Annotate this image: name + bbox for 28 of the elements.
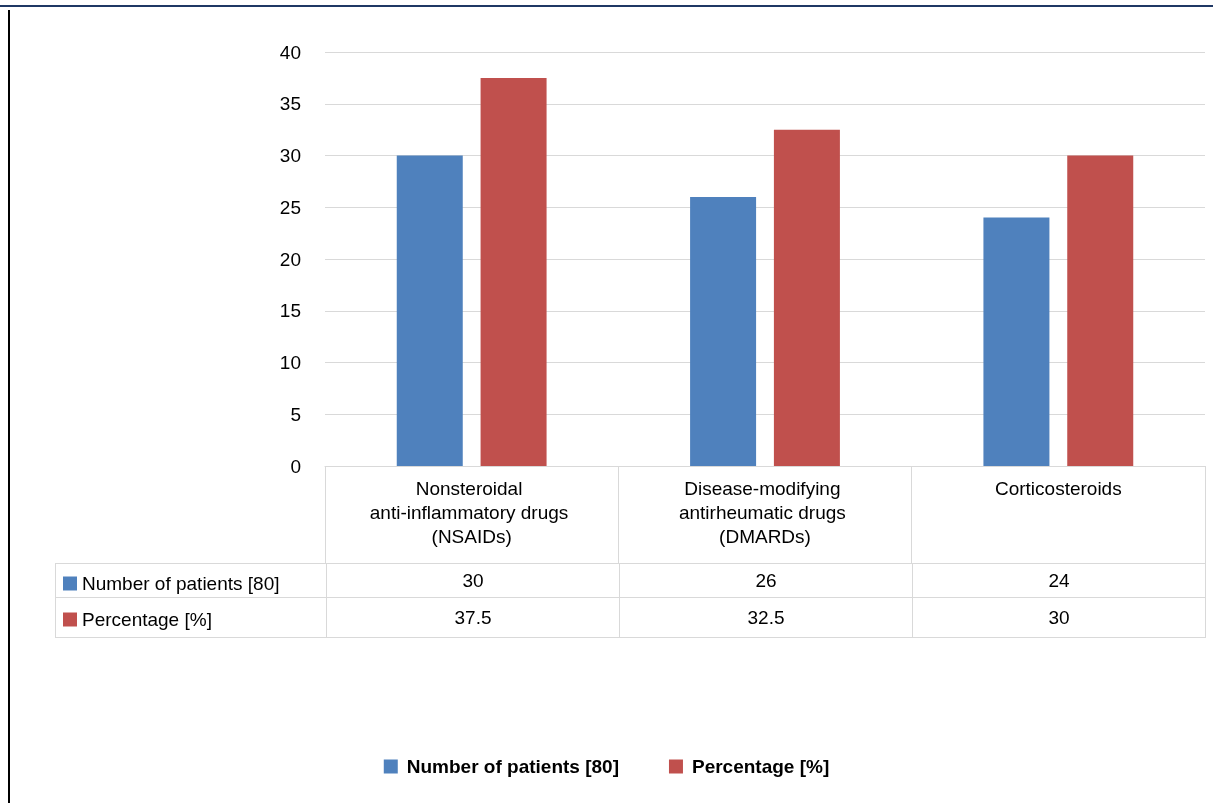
text: Percentage [%] [82,609,212,630]
bar [1067,155,1134,466]
x-tick-label: Disease-modifying antirheumatic drugs (DMARDs) [678,477,852,547]
bar [690,196,757,466]
y-tick-label: 0 [290,455,301,477]
bar [396,155,463,466]
data-label: 37.5 [326,597,620,638]
text: Number of patients [80] [406,756,619,777]
y-tick-label: 10 [279,352,301,373]
y-tick-label: 15 [279,300,301,322]
x-tick-label: Nonsteroidal anti-inflammatory drugs (NSAIDs) [369,477,574,547]
bar [983,217,1050,466]
y-tick-label: 20 [279,248,301,270]
x-tick-label: Corticosteroids [994,477,1122,499]
data-label: 24 [912,563,1206,598]
data-label: 30 [326,563,620,598]
y-tick-label: 5 [290,403,301,425]
y-tick-label: 35 [279,93,301,115]
data-label: 30 [912,597,1206,638]
y-tick-label: 30 [279,145,301,166]
y-tick-label: 40 [279,41,301,63]
legend-label: Percentage [%] [691,756,830,777]
bar [480,77,547,466]
data-label: 26 [619,563,913,598]
bar [773,129,840,466]
data-label: 32.5 [619,597,913,638]
y-tick-label: 25 [279,196,301,218]
legend-label: Number of patients [80] [82,573,280,594]
